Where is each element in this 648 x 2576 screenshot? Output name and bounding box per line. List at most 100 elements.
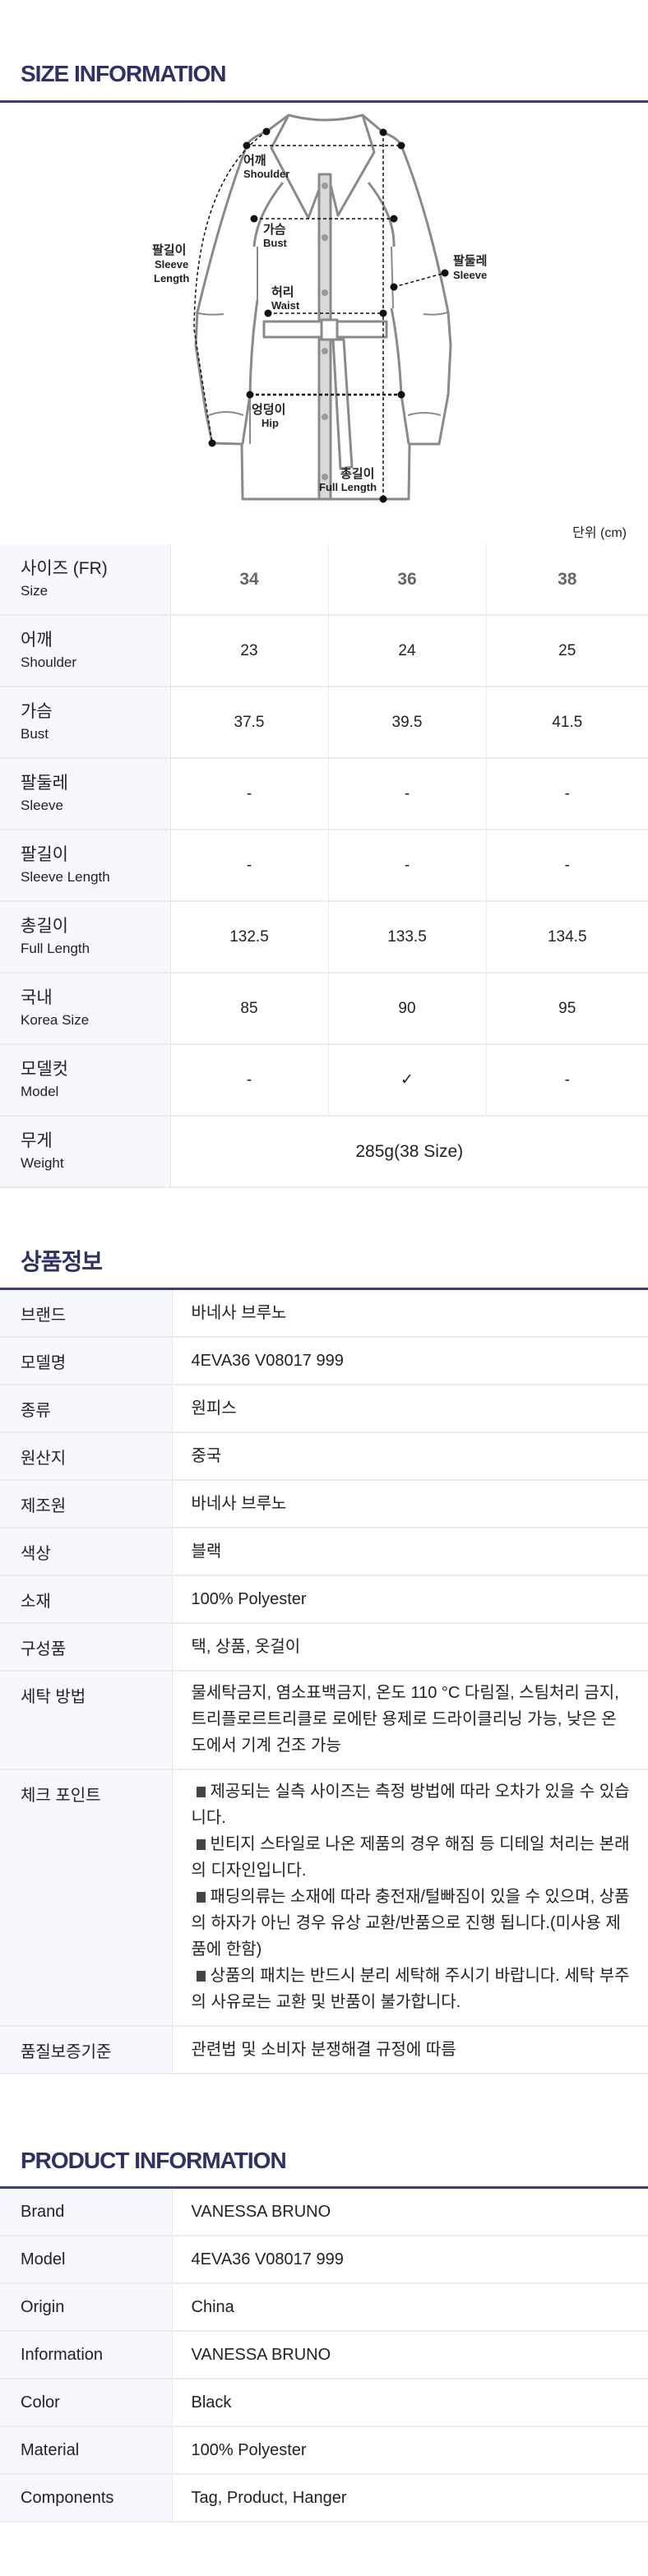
cell: 85 [170, 973, 329, 1045]
table-row: Components Tag, Product, Hanger [0, 2474, 648, 2523]
cell: - [170, 1044, 329, 1117]
cell: 41.5 [486, 687, 648, 759]
row-label: 브랜드 [0, 1290, 173, 1338]
row-value: 블랙 [172, 1528, 648, 1576]
square-bullet-icon [196, 1971, 206, 1982]
model-check-icon: ✓ [328, 1044, 487, 1117]
table-row: Origin China [0, 2283, 648, 2332]
row-label: Model [0, 2236, 173, 2284]
table-row: 소재 100% Polyester [0, 1575, 648, 1624]
table-row: 색상 블랙 [0, 1528, 648, 1576]
size-header-row: 사이즈 (FR) Size 34 36 38 [0, 544, 648, 616]
table-row: 세탁 방법 물세탁금지, 염소표백금지, 온도 110 °C 다림질, 스팀처리 … [0, 1671, 648, 1770]
label-sleeve-length-en1: Sleeve [155, 258, 188, 271]
title-divider [0, 2186, 648, 2189]
table-row: 브랜드 바네사 브루노 [0, 1290, 648, 1338]
row-value: China [172, 2283, 648, 2332]
row-value: VANESSA BRUNO [172, 2189, 648, 2236]
table-row: 제조원 바네사 브루노 [0, 1480, 648, 1528]
row-value: Tag, Product, Hanger [172, 2474, 648, 2523]
table-row: Information VANESSA BRUNO [0, 2331, 648, 2379]
table-row: 국내 Korea Size 85 90 95 [0, 973, 648, 1045]
product-info-ko-table: 브랜드 바네사 브루노 모델명 4EVA36 V08017 999 종류 원피스 원산… [0, 1290, 648, 2074]
row-label: 팔길이 Sleeve Length [0, 830, 171, 902]
row-label: 무게 Weight [0, 1116, 171, 1188]
weight-row: 무게 Weight 285g(38 Size) [0, 1116, 648, 1188]
cell: - [328, 758, 487, 830]
cell: 25 [486, 615, 648, 687]
table-row: 모델명 4EVA36 V08017 999 [0, 1337, 648, 1385]
table-row: Brand VANESSA BRUNO [0, 2189, 648, 2236]
cell: 90 [328, 973, 487, 1045]
cell: - [170, 830, 329, 902]
label-full-length-en: Full Length [319, 481, 377, 493]
left-sleeve-inner [249, 247, 258, 444]
label-hip-en: Hip [262, 417, 279, 429]
cell: - [486, 1044, 648, 1117]
table-row: 종류 원피스 [0, 1385, 648, 1433]
row-value: 택, 상품, 옷걸이 [172, 1623, 648, 1672]
dress-measurement-diagram: 어깨 Shoulder 가슴 Bust 허리 Waist 엉덩이 Hip 총길이… [152, 113, 487, 503]
belt-tail [331, 338, 354, 470]
row-label: 어깨 Shoulder [0, 615, 171, 687]
size-38: 38 [486, 544, 648, 616]
row-label: Origin [0, 2283, 173, 2332]
table-row: Model 4EVA36 V08017 999 [0, 2236, 648, 2284]
row-value: 100% Polyester [172, 1575, 648, 1624]
label-sleeve-ko: 팔둘레 [453, 253, 487, 268]
label-sleeve-length-ko: 팔길이 [152, 243, 186, 257]
size-34: 34 [170, 544, 329, 616]
elbow-lines [195, 312, 448, 416]
row-label: Components [0, 2474, 173, 2523]
table-row: 구성품 택, 상품, 옷걸이 [0, 1623, 648, 1672]
row-value: 관련법 및 소비자 분쟁해결 규정에 따름 [172, 2026, 648, 2074]
check-point-item: 제공되는 실측 사이즈는 측정 방법에 따라 오차가 있을 수 있습니다. [191, 1783, 630, 1827]
label-bust-en: Bust [263, 237, 288, 249]
buttons [322, 183, 328, 480]
size-info-title: SIZE INFORMATION [21, 61, 226, 86]
row-value: 원피스 [172, 1385, 648, 1433]
cell: - [486, 758, 648, 830]
row-label: 총길이 Full Length [0, 901, 171, 974]
label-sleeve-en: Sleeve [453, 269, 487, 281]
product-info-en-table: Brand VANESSA BRUNO Model 4EVA36 V08017 99… [0, 2189, 648, 2523]
row-label: 가슴 Bust [0, 687, 171, 759]
row-label: Material [0, 2426, 173, 2475]
row-label: Brand [0, 2189, 173, 2236]
check-point-row: 체크 포인트 제공되는 실측 사이즈는 측정 방법에 따라 오차가 있을 수 있… [0, 1769, 648, 2027]
row-label: 원산지 [0, 1432, 173, 1481]
cell: 132.5 [170, 901, 329, 974]
row-label: 국내 Korea Size [0, 973, 171, 1045]
belt-loop [320, 318, 339, 341]
row-label: 체크 포인트 [0, 1769, 173, 2027]
cell: - [170, 758, 329, 830]
table-row: Material 100% Polyester [0, 2426, 648, 2475]
row-label: 세탁 방법 [0, 1671, 173, 1770]
check-point-item: 패딩의류는 소재에 따라 충전재/털빠짐이 있을 수 있으며, 상품의 하자가 … [191, 1888, 630, 1959]
label-hip-ko: 엉덩이 [252, 402, 285, 417]
table-row: 가슴 Bust 37.5 39.5 41.5 [0, 687, 648, 759]
row-label: 품질보증기준 [0, 2026, 173, 2074]
row-label: Information [0, 2331, 173, 2379]
table-row: 모델컷 Model - ✓ - [0, 1044, 648, 1117]
row-label: 사이즈 (FR) Size [0, 544, 171, 616]
row-value: 4EVA36 V08017 999 [172, 1337, 648, 1385]
label-shoulder-ko: 어깨 [243, 154, 266, 168]
cell: - [486, 830, 648, 902]
label-shoulder-en: Shoulder [243, 168, 289, 180]
table-row: 어깨 Shoulder 23 24 25 [0, 615, 648, 687]
label-bust-ko: 가슴 [263, 223, 286, 237]
title-divider [0, 1288, 648, 1290]
row-label: 모델명 [0, 1337, 173, 1385]
row-label: 색상 [0, 1528, 173, 1576]
product-info-en-title: PRODUCT INFORMATION [21, 2148, 287, 2173]
cell: 23 [170, 615, 329, 687]
row-value: 4EVA36 V08017 999 [172, 2236, 648, 2284]
label-waist-ko: 허리 [271, 285, 294, 299]
check-point-item: 상품의 패치는 반드시 분리 세탁해 주시기 바랍니다. 세탁 부주의 사유로는… [191, 1967, 630, 2011]
size-36: 36 [328, 544, 487, 616]
row-value: 100% Polyester [172, 2426, 648, 2475]
table-row: 팔둘레 Sleeve - - - [0, 758, 648, 830]
row-value: VANESSA BRUNO [172, 2331, 648, 2379]
square-bullet-icon [196, 1839, 206, 1850]
